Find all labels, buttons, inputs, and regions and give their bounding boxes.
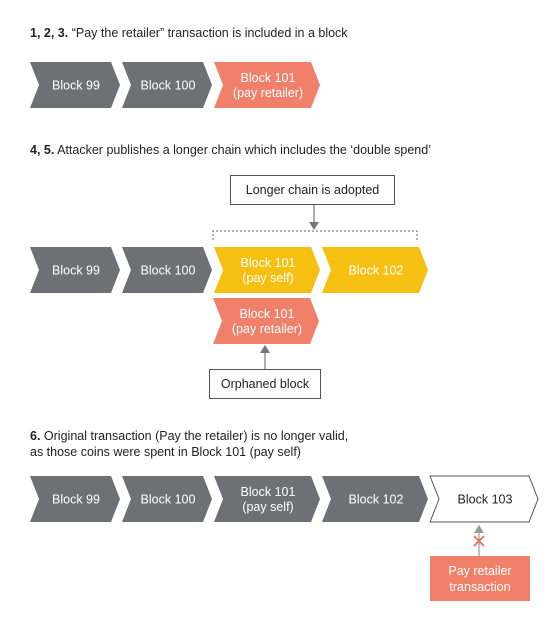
- heading-3-line1: Original transaction (Pay the retailer) …: [43, 429, 349, 443]
- heading-2-number: 4, 5.: [30, 143, 55, 157]
- chain-block-shape: [30, 247, 120, 293]
- chain-block-label: Block 99: [52, 264, 100, 278]
- chain-block-label: Block 101: [241, 256, 296, 270]
- chain-block-label: Block 101: [240, 307, 295, 321]
- longer-chain-bracket: [212, 230, 418, 240]
- chain-block-shape: [30, 62, 120, 108]
- heading-1-number: 1, 2, 3.: [30, 26, 69, 40]
- orphaned-arrow-head: [260, 345, 270, 353]
- heading-3: 6. Original transaction (Pay the retaile…: [30, 428, 348, 460]
- chain-block-label: Block 100: [141, 264, 196, 278]
- chain-block-shape: [214, 476, 320, 522]
- chain-block-shape: [429, 475, 539, 523]
- heading-3-number: 6.: [30, 429, 41, 443]
- chain-block-label: Block 99: [52, 493, 100, 507]
- chain-block-label: Block 102: [349, 264, 404, 278]
- invalid-cross-icon: [473, 535, 485, 547]
- chain-block-shape: [214, 247, 320, 293]
- chain-block-label: Block 99: [52, 79, 100, 93]
- chain-block-label: Block 100: [141, 79, 196, 93]
- chain-block-shape: [214, 62, 320, 108]
- orphaned-block-text: Orphaned block: [220, 377, 310, 391]
- tx-arrow-head: [474, 525, 484, 533]
- heading-2-text: Attacker publishes a longer chain which …: [57, 143, 431, 157]
- chain-block-label: (pay self): [242, 271, 293, 285]
- heading-3-line2: as those coins were spent in Block 101 (…: [30, 445, 301, 459]
- chain-block-shape: [122, 476, 212, 522]
- chain-block-label: Block 101: [241, 485, 296, 499]
- chain-block-shape: [322, 476, 428, 522]
- chain-block-shape: [30, 476, 120, 522]
- chain-block-shape: [322, 247, 428, 293]
- chain-block-label: (pay retailer): [233, 86, 303, 100]
- chain-block-label: (pay retailer): [232, 322, 302, 336]
- pay-retailer-transaction-line2: transaction: [449, 579, 511, 594]
- chain-block-shape: [213, 298, 319, 344]
- chain-block-shape: [122, 62, 212, 108]
- longer-chain-adopted-label: Longer chain is adopted: [230, 175, 395, 205]
- orphaned-block-label: Orphaned block: [209, 369, 321, 399]
- chain-block-label: Block 101: [241, 71, 296, 85]
- chain-block-label: (pay self): [242, 500, 293, 514]
- heading-2: 4, 5. Attacker publishes a longer chain …: [30, 142, 431, 158]
- pay-retailer-transaction-line1: Pay retailer: [448, 563, 512, 578]
- longer-chain-adopted-text: Longer chain is adopted: [245, 183, 380, 197]
- heading-1-text: “Pay the retailer” transaction is includ…: [71, 26, 348, 40]
- chain-block-shape: [122, 247, 212, 293]
- chain-block-label: Block 103: [458, 493, 513, 507]
- chain-block-label: Block 102: [349, 493, 404, 507]
- adopted-arrow-head: [309, 222, 319, 230]
- chain-block-label: Block 100: [141, 493, 196, 507]
- pay-retailer-transaction: Pay retailer transaction: [430, 556, 530, 601]
- heading-1: 1, 2, 3. “Pay the retailer” transaction …: [30, 25, 348, 41]
